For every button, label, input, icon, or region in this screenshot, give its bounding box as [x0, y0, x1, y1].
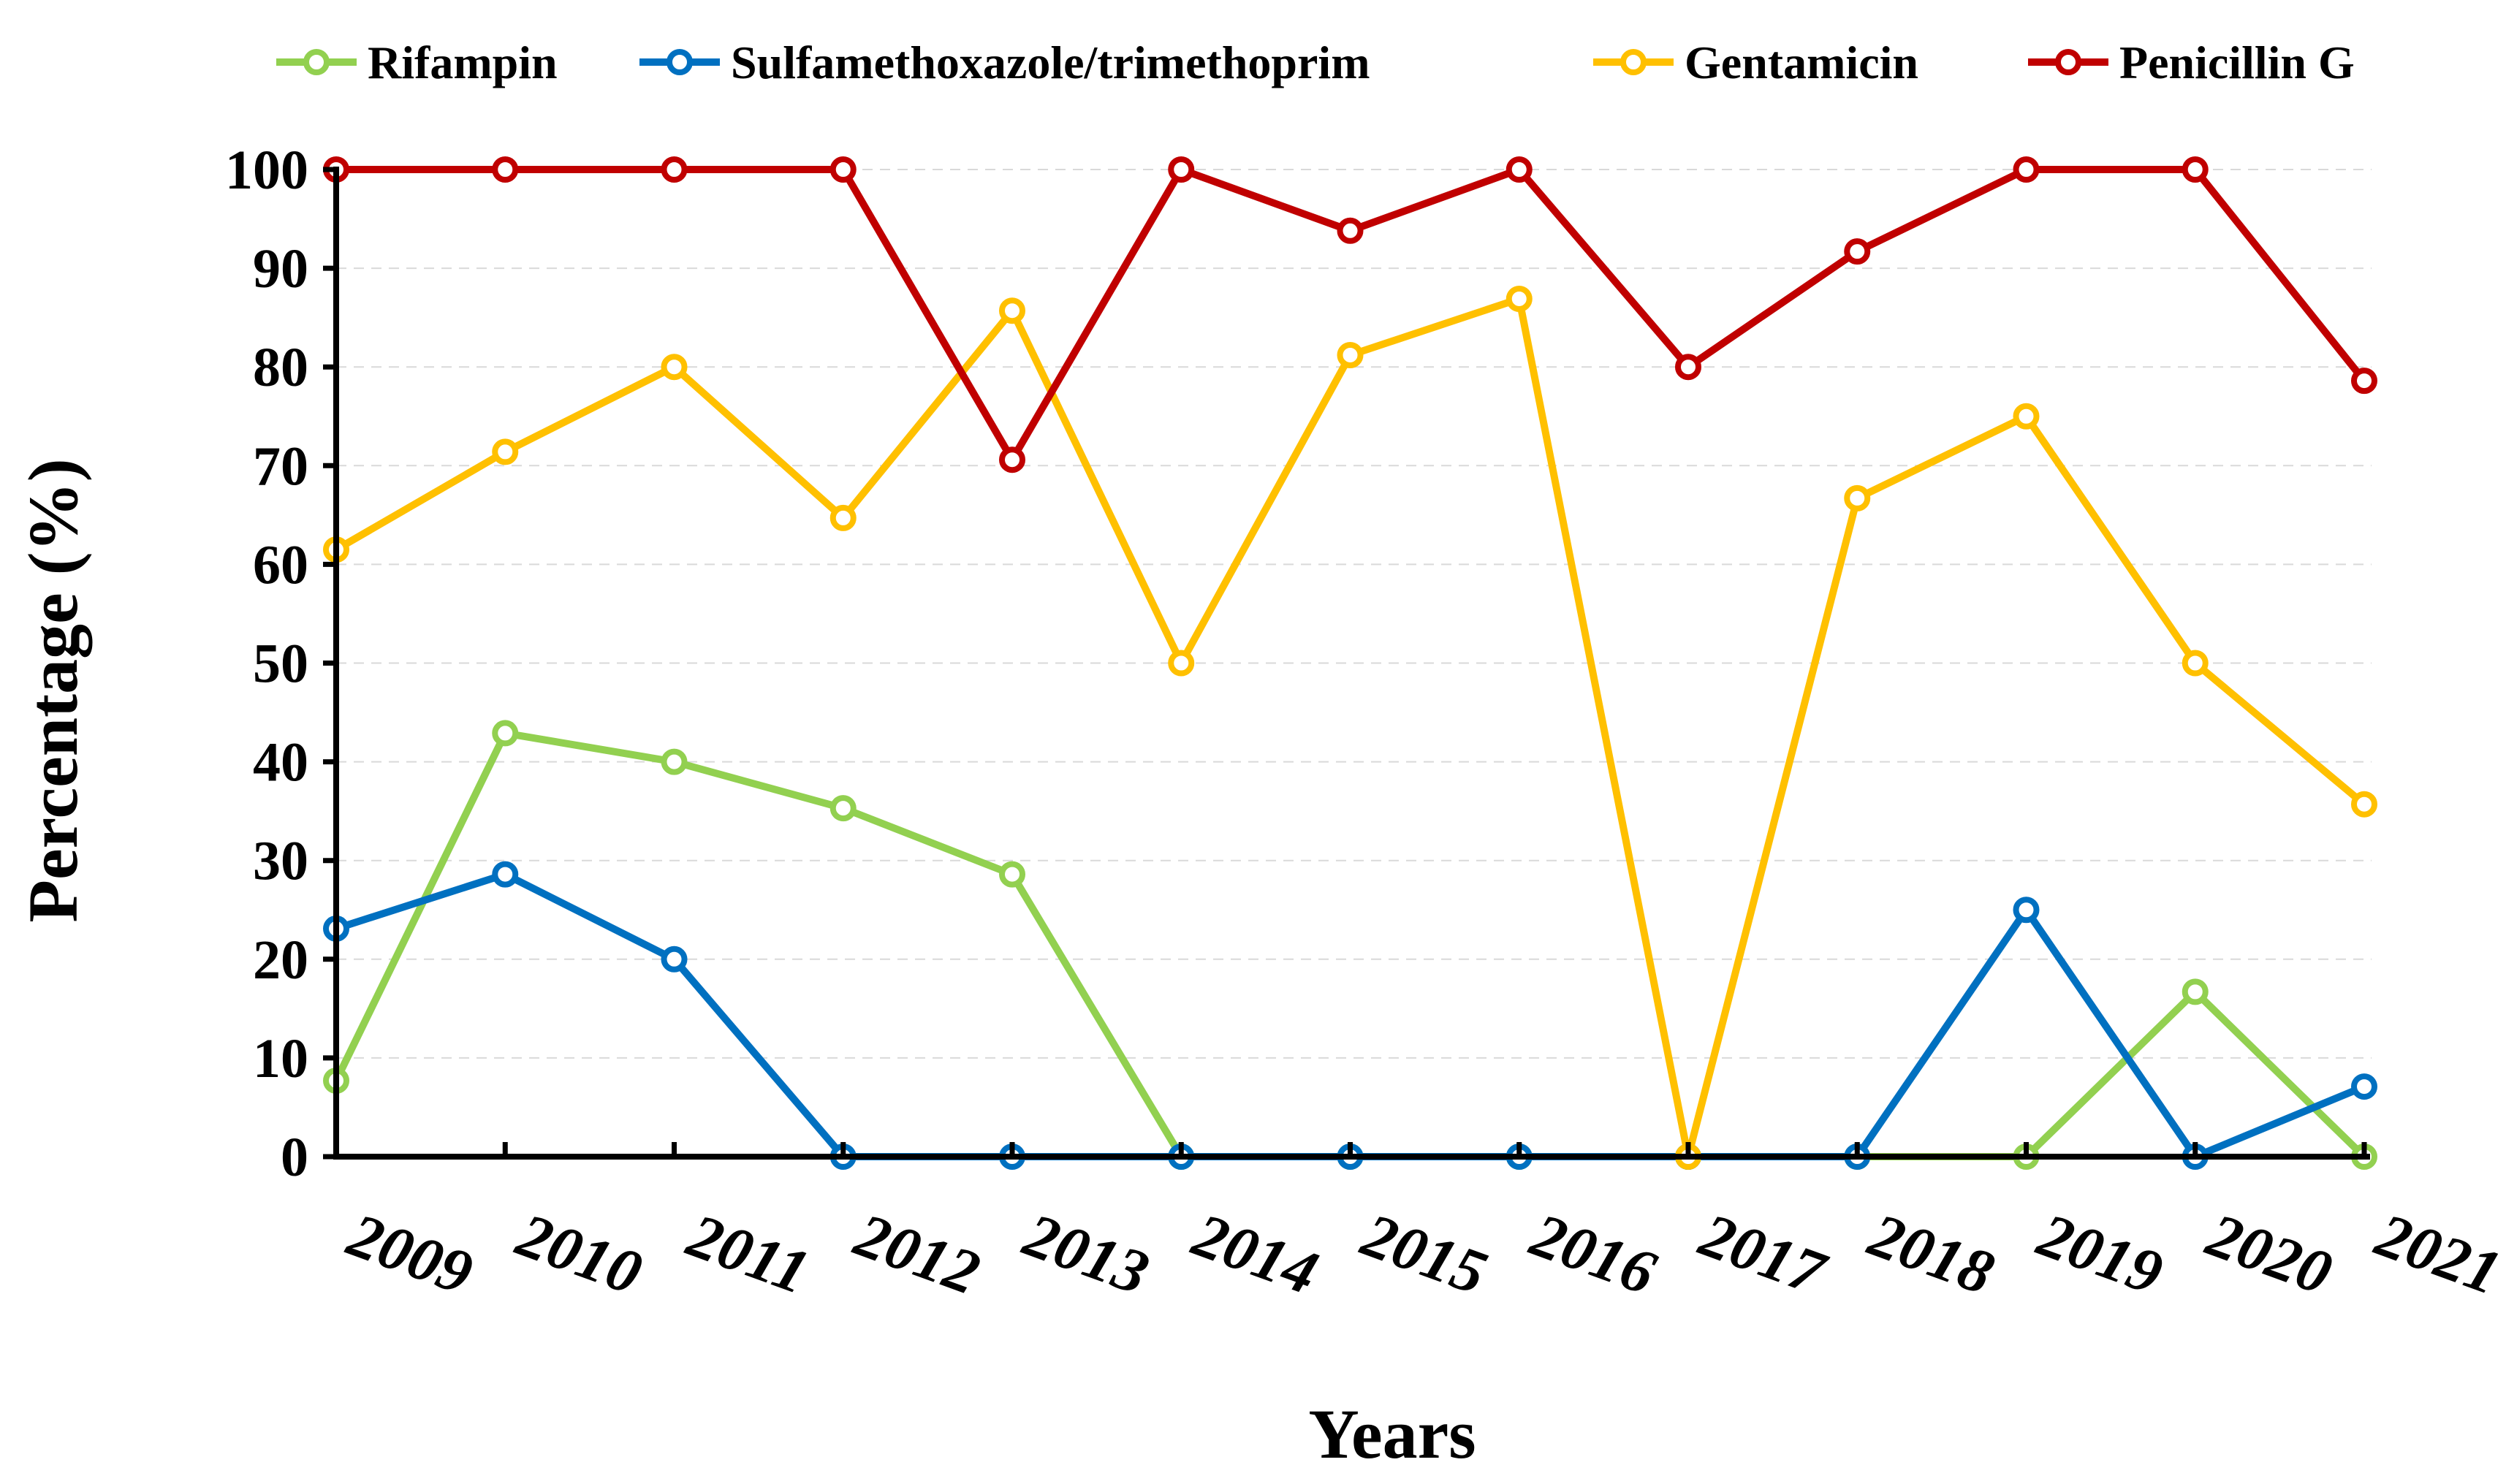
point-gentamicin-2013 — [999, 297, 1025, 324]
point-penicillin-g-2020 — [2182, 156, 2209, 183]
legend-marker-gentamicin — [1620, 49, 1647, 75]
point-rifampin-2012 — [829, 795, 857, 822]
point-penicillin-g-2017 — [1675, 354, 1701, 381]
series-line-penicillin-g — [333, 166, 2368, 464]
x-axis-title: Years — [1308, 1395, 1476, 1473]
y-tick-label-50: 50 — [253, 633, 308, 695]
point-gentamicin-2012 — [829, 504, 857, 531]
y-axis-title: Percentage (%) — [14, 458, 92, 922]
y-tick-label-40: 40 — [253, 732, 308, 794]
y-tick-label-20: 20 — [253, 929, 308, 991]
x-tick-label-2021: 2021 — [2366, 1199, 2506, 1309]
x-tick-label-2009: 2009 — [338, 1199, 482, 1309]
legend-label-gentamicin: Gentamicin — [1685, 37, 1918, 88]
point-penicillin-g-2016 — [1506, 156, 1533, 183]
y-tick-label-80: 80 — [253, 337, 308, 398]
point-gentamicin-2021 — [2351, 791, 2377, 818]
point-penicillin-g-2013 — [999, 446, 1025, 473]
point-gentamicin-2020 — [2182, 650, 2209, 677]
legend-item-rifampin: Rifampin — [276, 37, 558, 88]
point-sulfamethoxazole-trimethoprim-2010 — [492, 861, 519, 888]
legend-label-sulfamethoxazole-trimethoprim: Sulfamethoxazole/trimethoprim — [731, 37, 1370, 88]
y-tick-label-70: 70 — [253, 435, 308, 497]
point-penicillin-g-2012 — [829, 156, 857, 183]
gridlines — [336, 169, 2372, 1059]
series-penicillin-g — [323, 156, 2377, 473]
point-sulfamethoxazole-trimethoprim-2021 — [2351, 1073, 2377, 1100]
series-line-gentamicin — [333, 294, 2368, 1160]
series-line-sulfamethoxazole-trimethoprim — [333, 870, 2368, 1160]
point-rifampin-2013 — [999, 861, 1025, 888]
series-rifampin — [323, 720, 2377, 1170]
legend-label-rifampin: Rifampin — [368, 37, 558, 88]
point-penicillin-g-2010 — [492, 156, 519, 183]
y-tick-label-90: 90 — [253, 238, 308, 300]
x-tick-label-2018: 2018 — [1859, 1199, 2002, 1309]
point-gentamicin-2015 — [1337, 341, 1364, 368]
y-tick-label-0: 0 — [281, 1127, 308, 1188]
y-tick-label-10: 10 — [253, 1028, 308, 1089]
point-gentamicin-2011 — [661, 354, 688, 381]
x-tick-label-2017: 2017 — [1690, 1199, 1836, 1309]
legend-item-penicillin-g: Penicillin G — [2028, 37, 2355, 88]
point-sulfamethoxazole-trimethoprim-2011 — [661, 945, 688, 973]
y-tick-label-30: 30 — [253, 831, 308, 892]
legend-item-gentamicin: Gentamicin — [1593, 37, 1918, 88]
point-gentamicin-2019 — [2013, 403, 2040, 430]
y-tick-label-60: 60 — [253, 534, 308, 595]
x-tick-label-2020: 2020 — [2198, 1199, 2341, 1309]
x-tick-label-2011: 2011 — [678, 1199, 819, 1307]
legend-marker-rifampin — [303, 49, 330, 75]
y-tick-label-100: 100 — [225, 140, 308, 201]
x-tick-label-2014: 2014 — [1183, 1199, 1326, 1309]
x-tick-label-2015: 2015 — [1352, 1199, 1495, 1309]
legend-item-sulfamethoxazole-trimethoprim: Sulfamethoxazole/trimethoprim — [639, 37, 1370, 88]
series-gentamicin — [323, 285, 2377, 1170]
x-tick-label-2013: 2013 — [1014, 1199, 1158, 1309]
point-gentamicin-2010 — [492, 438, 519, 465]
point-penicillin-g-2019 — [2013, 156, 2040, 183]
x-tick-label-2019: 2019 — [2028, 1199, 2171, 1309]
point-rifampin-2020 — [2182, 978, 2209, 1005]
legend: Rifampin Sulfamethoxazole/trimethoprim Gen… — [276, 37, 2355, 88]
legend-marker-sulfamethoxazole-trimethoprim — [667, 49, 693, 75]
series-lines — [323, 156, 2377, 1170]
point-gentamicin-2018 — [1844, 484, 1871, 511]
point-gentamicin-2016 — [1506, 285, 1533, 312]
legend-label-penicillin-g: Penicillin G — [2119, 37, 2355, 88]
point-penicillin-g-2015 — [1337, 217, 1364, 244]
point-penicillin-g-2011 — [661, 156, 688, 183]
point-penicillin-g-2014 — [1168, 156, 1195, 183]
x-tick-label-2016: 2016 — [1522, 1199, 1665, 1309]
point-penicillin-g-2021 — [2351, 368, 2377, 395]
x-tick-label-2012: 2012 — [846, 1199, 989, 1309]
point-sulfamethoxazole-trimethoprim-2019 — [2013, 897, 2040, 924]
point-penicillin-g-2018 — [1844, 238, 1871, 265]
point-rifampin-2010 — [492, 720, 519, 747]
point-rifampin-2011 — [661, 748, 688, 775]
point-gentamicin-2014 — [1168, 650, 1195, 677]
x-tick-label-2010: 2010 — [507, 1199, 650, 1309]
legend-marker-penicillin-g — [2055, 49, 2081, 75]
